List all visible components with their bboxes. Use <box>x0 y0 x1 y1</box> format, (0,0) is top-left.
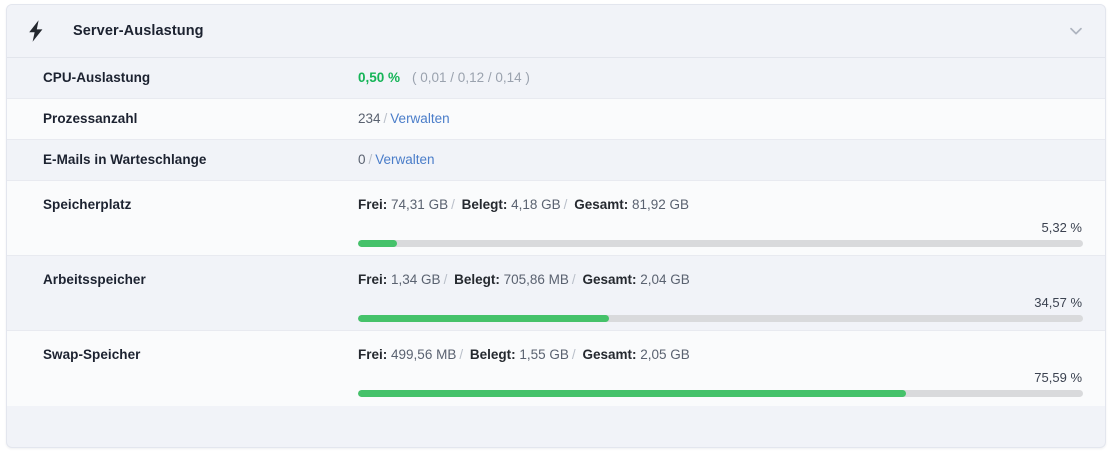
free-value: 499,56 MB <box>391 347 457 362</box>
manage-mail-queue-link[interactable]: Verwalten <box>375 152 435 167</box>
total-label: Gesamt: <box>582 272 637 287</box>
disk-progress-fill <box>358 240 397 247</box>
free-label: Frei: <box>358 197 388 212</box>
ram-progress-fill <box>358 315 609 322</box>
ram-breakdown: Frei: 1,34 GB / Belegt: 705,86 MB / Gesamt… <box>358 272 690 287</box>
metric-meter: Frei: 74,31 GB / Belegt: 4,18 GB / Gesamt:… <box>358 181 1083 247</box>
cpu-load-averages: ( 0,01 / 0,12 / 0,14 ) <box>412 70 530 85</box>
total-label: Gesamt: <box>574 197 629 212</box>
swap-progress-fill <box>358 390 907 397</box>
disk-breakdown: Frei: 74,31 GB / Belegt: 4,18 GB / Gesamt:… <box>358 197 690 212</box>
metric-row-swap: Swap-Speicher Frei: 499,56 MB / Belegt: 1… <box>7 331 1105 406</box>
metric-row-ram: Arbeitsspeicher Frei: 1,34 GB / Belegt: 7… <box>7 256 1105 331</box>
ram-usage-percent: 34,57 % <box>1034 295 1082 310</box>
value-separator: / <box>383 111 388 126</box>
process-count: 234 <box>358 111 381 126</box>
metric-row-processes: Prozessanzahl 234/Verwalten <box>7 99 1105 140</box>
disk-usage-percent: 5,32 % <box>1041 220 1082 235</box>
total-label: Gesamt: <box>582 347 637 362</box>
used-label: Belegt: <box>461 197 508 212</box>
swap-progress-bar <box>358 390 1083 397</box>
metric-value: 0/Verwalten <box>358 140 1083 169</box>
metric-row-mail-queue: E-Mails in Warteschlange 0/Verwalten <box>7 140 1105 181</box>
metrics-list: CPU-Auslastung 0,50 % ( 0,01 / 0,12 / 0,1… <box>7 58 1105 406</box>
ram-progress-bar <box>358 315 1083 322</box>
manage-processes-link[interactable]: Verwalten <box>390 111 450 126</box>
metric-label: CPU-Auslastung <box>43 70 151 85</box>
chevron-down-icon[interactable] <box>1065 20 1087 42</box>
free-label: Frei: <box>358 347 388 362</box>
total-value: 2,05 GB <box>640 347 690 362</box>
card-header[interactable]: Server-Auslastung <box>7 5 1105 58</box>
free-value: 1,34 GB <box>391 272 441 287</box>
free-label: Frei: <box>358 272 388 287</box>
metric-label: Swap-Speicher <box>43 347 141 362</box>
metric-label: Prozessanzahl <box>43 111 138 126</box>
free-value: 74,31 GB <box>391 197 449 212</box>
swap-breakdown: Frei: 499,56 MB / Belegt: 1,55 GB / Gesamt… <box>358 347 690 362</box>
disk-progress-bar <box>358 240 1083 247</box>
metric-label: Arbeitsspeicher <box>43 272 146 287</box>
metric-label: Speicherplatz <box>43 197 132 212</box>
bolt-icon <box>21 16 51 46</box>
server-load-card: Server-Auslastung CPU-Auslastung 0,50 % (… <box>6 4 1106 448</box>
used-value: 4,18 GB <box>511 197 561 212</box>
used-value: 705,86 MB <box>503 272 569 287</box>
metric-meter: Frei: 499,56 MB / Belegt: 1,55 GB / Gesamt… <box>358 331 1083 397</box>
swap-usage-percent: 75,59 % <box>1034 370 1082 385</box>
total-value: 81,92 GB <box>632 197 690 212</box>
metric-meter: Frei: 1,34 GB / Belegt: 705,86 MB / Gesamt… <box>358 256 1083 322</box>
total-value: 2,04 GB <box>640 272 690 287</box>
cpu-usage-percent: 0,50 % <box>358 70 401 85</box>
page-title: Server-Auslastung <box>73 23 204 39</box>
metric-label: E-Mails in Warteschlange <box>43 152 207 167</box>
metric-value: 0,50 % ( 0,01 / 0,12 / 0,14 ) <box>358 58 1083 87</box>
value-separator: / <box>368 152 373 167</box>
metric-row-cpu: CPU-Auslastung 0,50 % ( 0,01 / 0,12 / 0,1… <box>7 58 1105 99</box>
used-value: 1,55 GB <box>519 347 569 362</box>
used-label: Belegt: <box>454 272 500 287</box>
metric-value: 234/Verwalten <box>358 99 1083 128</box>
used-label: Belegt: <box>469 347 516 362</box>
mail-queue-count: 0 <box>358 152 366 167</box>
metric-row-disk: Speicherplatz Frei: 74,31 GB / Belegt: 4,… <box>7 181 1105 256</box>
